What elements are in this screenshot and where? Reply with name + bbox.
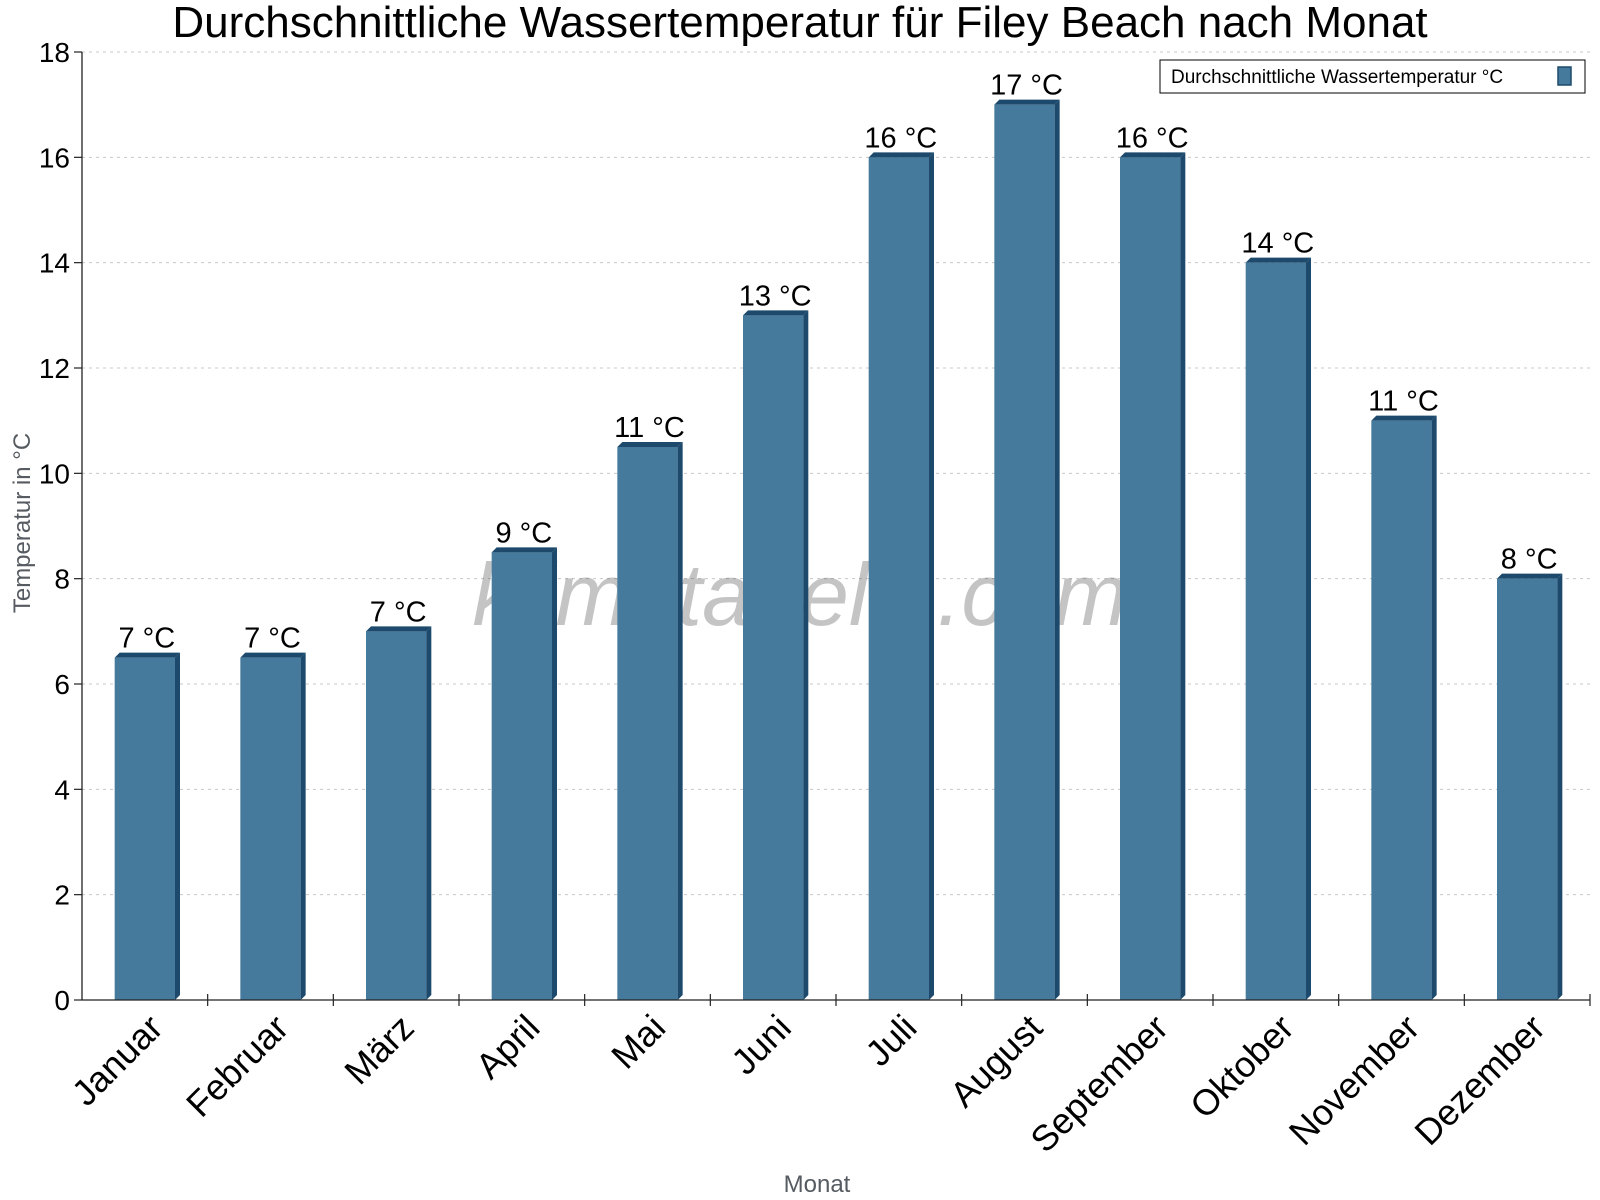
bar-side [174, 652, 180, 1000]
data-label: 11 °C [614, 412, 685, 444]
bar-top [114, 652, 180, 658]
data-label: 17 °C [990, 70, 1063, 102]
bar-face [366, 631, 427, 1000]
data-label: 11 °C [1368, 386, 1439, 418]
bar-juli [868, 152, 934, 1001]
x-tick-label: Mai [603, 1007, 673, 1077]
bar-dezember [1497, 573, 1563, 1000]
y-axis-ticks: 0 2 4 6 8 10 12 14 16 18 [39, 37, 82, 1016]
bar-top [240, 652, 306, 658]
x-tick-label: Oktober [1182, 1007, 1302, 1127]
y-tick-label: 12 [39, 353, 70, 384]
bar-side [1180, 152, 1186, 1001]
x-axis-ticks: Januar Februar März April Mai Juni Juli AugustS… [64, 994, 1591, 1161]
bar-face [868, 157, 929, 1001]
data-label: 7 °C [118, 623, 175, 655]
y-tick-label: 18 [39, 37, 70, 68]
y-tick-label: 16 [39, 142, 70, 173]
x-tick-label: August [942, 1007, 1050, 1115]
legend: Durchschnittliche Wassertemperatur °C [1159, 59, 1586, 94]
bar-märz [366, 626, 432, 1000]
chart-title: Durchschnittliche Wassertemperatur für F… [172, 0, 1427, 47]
bar-september [1120, 152, 1186, 1001]
x-tick-label: März [336, 1007, 422, 1093]
bars [114, 99, 1563, 1001]
bar-face [994, 104, 1055, 1000]
bar-side [803, 310, 809, 1000]
bar-top [1245, 257, 1311, 263]
bar-mai [617, 442, 683, 1000]
bar-januar [114, 652, 180, 1000]
data-label: 16 °C [1116, 122, 1189, 154]
bar-side [1054, 99, 1060, 1000]
data-label: 7 °C [244, 623, 301, 655]
bar-face [1120, 157, 1181, 1001]
bar-juni [743, 310, 809, 1000]
bar-face [1371, 420, 1432, 1001]
y-tick-label: 0 [54, 985, 70, 1016]
x-tick-label: Dezember [1406, 1007, 1552, 1153]
bar-side [1431, 415, 1437, 1001]
bar-april [491, 547, 557, 1000]
bar-face [1497, 578, 1558, 1000]
bar-top [868, 152, 934, 158]
legend-box [1159, 59, 1586, 94]
data-label: 9 °C [495, 517, 552, 549]
data-label: 7 °C [370, 596, 427, 628]
gridlines [82, 51, 1590, 896]
data-label: 8 °C [1501, 544, 1558, 576]
x-tick-label: Juni [723, 1007, 799, 1083]
legend-swatch [1557, 66, 1572, 86]
x-tick-label: September [1022, 1007, 1176, 1161]
x-tick-label: November [1281, 1007, 1427, 1153]
bar-face [743, 315, 804, 1000]
bar-side [551, 547, 557, 1000]
y-tick-label: 8 [54, 564, 70, 595]
x-tick-label: Januar [64, 1007, 171, 1114]
bar-top [617, 442, 683, 447]
data-labels: 7 °C 7 °C 7 °C 9 °C 11 °C 13 °C 16 °C 17 °C 16 °… [118, 70, 1557, 655]
data-label: 14 °C [1241, 228, 1314, 260]
bar-side [1305, 257, 1311, 1001]
bar-top [743, 310, 809, 316]
bar-side [928, 152, 934, 1001]
bar-face [114, 657, 175, 1000]
bar-top [994, 99, 1060, 105]
x-tick-label: Juli [857, 1007, 924, 1074]
bar-oktober [1245, 257, 1311, 1001]
bar-face [617, 447, 678, 1000]
bar-top [1120, 152, 1186, 158]
y-tick-label: 6 [54, 669, 70, 700]
x-tick-label: Februar [178, 1007, 296, 1125]
y-tick-label: 14 [39, 248, 70, 279]
bar-februar [240, 652, 306, 1000]
bar-top [1371, 415, 1437, 421]
y-axis-title: Temperatur in °C [9, 433, 36, 613]
bar-top [491, 547, 557, 553]
bar-top [366, 626, 432, 632]
bar-top [1497, 573, 1563, 579]
bar-november [1371, 415, 1437, 1001]
bar-face [240, 657, 301, 1000]
legend-label: Durchschnittliche Wassertemperatur °C [1171, 67, 1503, 88]
data-label: 16 °C [864, 122, 937, 154]
y-tick-label: 10 [39, 458, 70, 489]
x-axis-title: Monat [784, 1171, 851, 1198]
data-label: 13 °C [739, 280, 812, 312]
bar-side [1557, 573, 1563, 1000]
x-tick-label: April [468, 1007, 548, 1087]
bar-face [1245, 262, 1306, 1001]
y-tick-label: 2 [54, 880, 70, 911]
y-tick-label: 4 [54, 774, 70, 805]
bar-side [426, 626, 432, 1000]
bar-face [491, 552, 552, 1000]
bar-side [300, 652, 306, 1000]
bar-side [677, 442, 683, 1000]
bar-august [994, 99, 1060, 1000]
